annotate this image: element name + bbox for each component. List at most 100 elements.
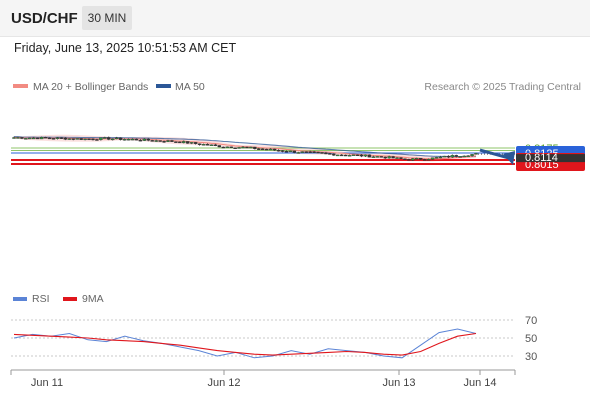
candle-body xyxy=(371,156,376,158)
candle-body xyxy=(434,157,439,159)
candle-body xyxy=(186,141,190,144)
candle-body xyxy=(67,138,71,140)
candle-body xyxy=(272,148,277,151)
rsi-tick-label: 50 xyxy=(525,333,537,345)
candle-body xyxy=(103,137,107,139)
candle-body xyxy=(233,147,237,150)
candle-body xyxy=(150,140,154,142)
candle-body xyxy=(367,154,372,158)
legend-label-rsi: RSI xyxy=(32,293,50,305)
candle-body xyxy=(407,159,411,161)
candle-body xyxy=(225,146,229,149)
candle-body xyxy=(43,137,48,139)
candle-body xyxy=(450,155,455,158)
candle-body xyxy=(229,146,233,149)
candle-body xyxy=(83,138,87,141)
forecast-arrow-head xyxy=(503,151,515,165)
candle-body xyxy=(178,141,182,144)
candle-body xyxy=(383,156,387,159)
candle-body xyxy=(142,138,147,141)
candle-body xyxy=(20,137,24,139)
candle-body xyxy=(35,137,40,140)
candle-body xyxy=(379,156,383,158)
candle-body xyxy=(217,145,222,148)
candle-body xyxy=(426,159,431,161)
candle-body xyxy=(399,157,403,159)
candle-body xyxy=(107,137,111,140)
candle-body xyxy=(268,148,273,151)
candle-body xyxy=(395,157,399,159)
candle-body xyxy=(75,138,79,140)
legend-label-ma20: MA 20 + Bollinger Bands xyxy=(33,81,148,93)
candle-body xyxy=(343,154,348,157)
candle-body xyxy=(114,137,119,140)
candle-body xyxy=(442,155,447,158)
candle-body xyxy=(166,140,170,142)
candle-body xyxy=(59,137,64,139)
candle-body xyxy=(474,153,478,155)
candle-body xyxy=(16,137,20,139)
rsi-line xyxy=(13,328,477,359)
candle-body xyxy=(201,144,206,146)
symbol-title: USD/CHF xyxy=(11,10,78,27)
chart-header: USD/CHF 30 MIN xyxy=(0,0,590,37)
candle-body xyxy=(71,138,75,140)
candle-body xyxy=(162,140,166,143)
candle-body xyxy=(158,140,162,142)
rsi-ma9-line xyxy=(13,332,477,356)
candle-body xyxy=(403,158,407,160)
candle-body xyxy=(111,138,115,141)
candle-body xyxy=(122,139,127,141)
candle-body xyxy=(363,154,368,157)
candle-body xyxy=(292,150,297,153)
candle-body xyxy=(351,154,356,156)
candle-body xyxy=(241,146,245,149)
candle-body xyxy=(221,146,225,149)
candle-body xyxy=(336,154,340,157)
candle-body xyxy=(470,154,474,157)
legend-swatch-rsi xyxy=(13,297,27,301)
x-tick-label: Jun 14 xyxy=(463,377,496,389)
candle-body xyxy=(118,137,123,140)
timeframe-button[interactable]: 30 MIN xyxy=(82,6,132,30)
candle-body xyxy=(249,146,253,149)
candle-body xyxy=(355,154,360,156)
candle-body xyxy=(182,141,186,144)
candle-body xyxy=(411,158,415,161)
candle-body xyxy=(340,154,344,157)
candle-body xyxy=(261,148,265,151)
candle-body xyxy=(284,151,289,153)
candle-body xyxy=(91,138,95,141)
candle-body xyxy=(359,154,364,157)
x-tick-label: Jun 12 xyxy=(207,377,240,389)
candle-body xyxy=(324,152,328,155)
current-price-tag xyxy=(516,154,585,163)
candle-body xyxy=(79,138,83,140)
candle-body xyxy=(347,155,352,157)
candle-body xyxy=(375,156,379,158)
candle-body xyxy=(466,155,470,158)
candle-body xyxy=(308,151,312,153)
candle-body xyxy=(51,138,56,140)
candle-body xyxy=(63,137,68,140)
candle-body xyxy=(391,156,395,159)
candle-body xyxy=(438,156,443,159)
candle-body xyxy=(300,151,304,153)
legend-swatch-ma50 xyxy=(156,84,171,88)
candle-body xyxy=(32,137,36,140)
candle-body xyxy=(39,137,44,140)
candle-body xyxy=(387,156,391,159)
candle-body xyxy=(280,150,285,152)
research-credit: Research © 2025 Trading Central xyxy=(424,81,581,93)
x-tick-label: Jun 11 xyxy=(31,377,63,389)
legend-swatch-ma20 xyxy=(13,84,28,88)
legend-swatch-9ma xyxy=(63,297,77,301)
candle-body xyxy=(170,140,174,142)
candle-body xyxy=(296,152,301,154)
candle-body xyxy=(276,149,281,152)
candle-body xyxy=(245,146,249,149)
legend-label-ma50: MA 50 xyxy=(175,81,205,93)
candle-body xyxy=(265,148,269,151)
candle-body xyxy=(189,142,194,144)
